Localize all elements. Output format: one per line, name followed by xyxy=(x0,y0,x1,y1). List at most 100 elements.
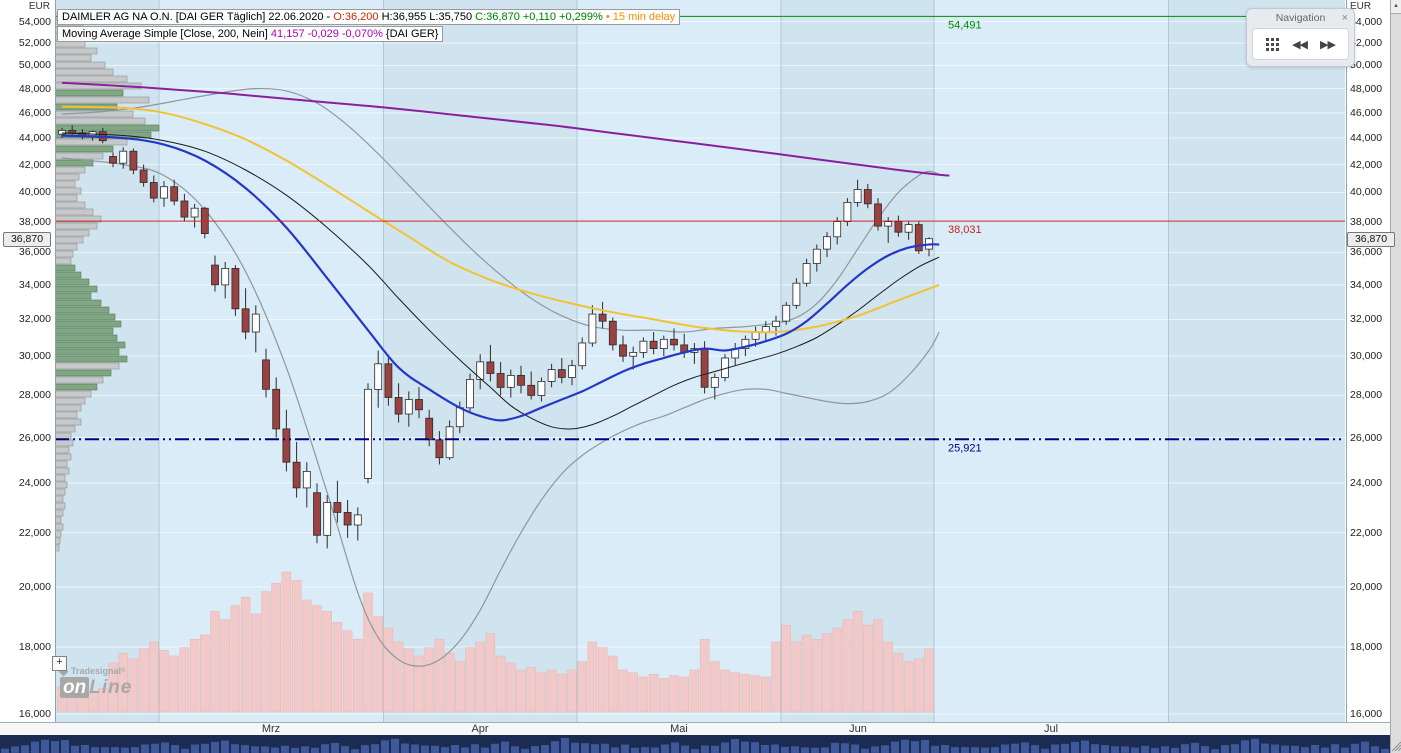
candle xyxy=(904,224,913,233)
bollinger-upper-line xyxy=(61,87,940,333)
scroll-up-button[interactable]: ▲ xyxy=(1391,0,1401,14)
navigation-title-bar[interactable]: Navigation × xyxy=(1247,9,1354,27)
price-tick-label: 16,000 xyxy=(1350,708,1383,720)
candle xyxy=(619,344,627,357)
price-tick-label: 22,000 xyxy=(1350,526,1383,539)
volume-bars xyxy=(57,571,934,713)
candle xyxy=(741,338,750,349)
price-tick-label: 24,000 xyxy=(18,477,51,490)
price-tick-label: 24,000 xyxy=(1350,477,1383,490)
chart-canvas[interactable]: 54,491 38,031 25,921 xyxy=(55,0,1345,722)
ma-mid-line xyxy=(61,134,940,422)
candle xyxy=(578,342,587,367)
candle xyxy=(313,492,321,536)
price-tick-label: 30,000 xyxy=(18,350,51,363)
forward-button[interactable]: ▶▶ xyxy=(1320,38,1336,51)
candle xyxy=(537,380,546,396)
price-tick-label: 40,000 xyxy=(18,186,51,199)
candle xyxy=(608,320,617,346)
info-text-part: • xyxy=(605,11,613,23)
resize-grip-icon[interactable] xyxy=(1391,736,1401,752)
month-label: Jul xyxy=(1043,723,1059,735)
info-text-part: -0,070% xyxy=(341,28,386,40)
candle xyxy=(639,340,648,353)
zoom-in-button[interactable]: + xyxy=(52,656,67,671)
candle xyxy=(404,399,413,415)
info-text-part: H:36,955 xyxy=(381,11,430,23)
candle xyxy=(833,221,842,238)
candle xyxy=(394,397,403,415)
grid-view-button[interactable] xyxy=(1266,37,1280,51)
candle xyxy=(782,304,791,322)
candle xyxy=(853,189,862,203)
candle xyxy=(710,376,719,388)
info-text-part: C:36,870 xyxy=(475,11,523,23)
info-text-part: 15 min delay xyxy=(612,11,676,23)
price-tick-label: 34,000 xyxy=(18,278,51,291)
grid-icon xyxy=(1266,37,1280,51)
current-price-tag-left: 36,870 xyxy=(3,231,51,247)
vertical-scrollbar[interactable]: ▲ xyxy=(1390,0,1401,753)
candle xyxy=(466,378,474,409)
candle xyxy=(670,338,678,346)
candle xyxy=(843,201,852,222)
tradesignal-logo: Tradesignal ® on Line xyxy=(58,666,132,699)
candle xyxy=(374,363,383,390)
info-text-part: -0,029 xyxy=(307,28,342,40)
bollinger-lower-line xyxy=(61,157,940,667)
candle xyxy=(629,351,638,357)
price-tick-label: 44,000 xyxy=(18,132,51,145)
info-text-part: O:36,200 xyxy=(333,11,382,23)
candle xyxy=(455,407,464,428)
candle xyxy=(527,384,536,396)
price-tick-label: 32,000 xyxy=(1350,313,1383,326)
candle xyxy=(272,388,281,430)
price-tick-label: 18,000 xyxy=(1350,640,1383,653)
logo-brand-text: Tradesignal xyxy=(71,666,122,676)
price-tick-label: 42,000 xyxy=(18,158,51,171)
time-axis[interactable]: Mrz Apr Mai Jun Jul xyxy=(0,722,1390,736)
candle xyxy=(231,267,240,310)
right-price-axis[interactable]: EUR 54,000 52,000 50,000 48,000 46,000 44,000… xyxy=(1346,0,1391,722)
navigation-panel: Navigation × ◀◀ ▶▶ xyxy=(1246,8,1355,67)
month-label: Mai xyxy=(670,723,688,735)
candle xyxy=(129,150,138,171)
info-text-part: 22.06.2020 - xyxy=(268,11,334,23)
price-tick-label: 16,000 xyxy=(18,708,51,720)
candle xyxy=(384,363,393,398)
candle xyxy=(292,461,301,489)
price-tick-label: 36,000 xyxy=(18,246,51,259)
price-tick-label: 18,000 xyxy=(18,640,51,653)
candle xyxy=(241,308,250,333)
candle xyxy=(180,200,189,218)
price-tick-label: 42,000 xyxy=(1350,158,1383,171)
month-label: Jun xyxy=(849,723,867,735)
left-price-axis[interactable]: EUR 54,000 52,000 50,000 48,000 46,000 44,000… xyxy=(0,0,56,722)
price-tick-label: 20,000 xyxy=(1350,581,1383,593)
candle xyxy=(884,221,893,227)
logo-wordmark-row: on Line xyxy=(60,677,132,699)
info-text-part: +0,110 xyxy=(522,11,560,23)
candle xyxy=(425,417,434,441)
candle xyxy=(282,428,291,463)
candle xyxy=(700,348,709,388)
logo-reg-mark: ® xyxy=(121,668,126,674)
candle xyxy=(547,369,556,382)
candle xyxy=(149,182,158,199)
price-tick-label: 32,000 xyxy=(18,313,51,326)
price-tick-label: 30,000 xyxy=(1350,350,1383,363)
candle xyxy=(445,426,454,459)
logo-on-text: on xyxy=(60,677,90,698)
candle xyxy=(772,320,780,328)
candle xyxy=(761,326,770,333)
price-tick-label: 40,000 xyxy=(1350,186,1383,199)
current-price-tag-right: 36,870 xyxy=(1347,231,1395,247)
close-icon[interactable]: × xyxy=(1341,12,1348,24)
price-tick-label: 44,000 xyxy=(1350,132,1383,145)
back-button[interactable]: ◀◀ xyxy=(1292,38,1308,51)
candle xyxy=(343,512,352,526)
volume-overview-strip[interactable] xyxy=(0,735,1390,753)
price-tick-label: 20,000 xyxy=(18,581,51,593)
candle xyxy=(557,369,566,378)
candle xyxy=(190,207,199,218)
